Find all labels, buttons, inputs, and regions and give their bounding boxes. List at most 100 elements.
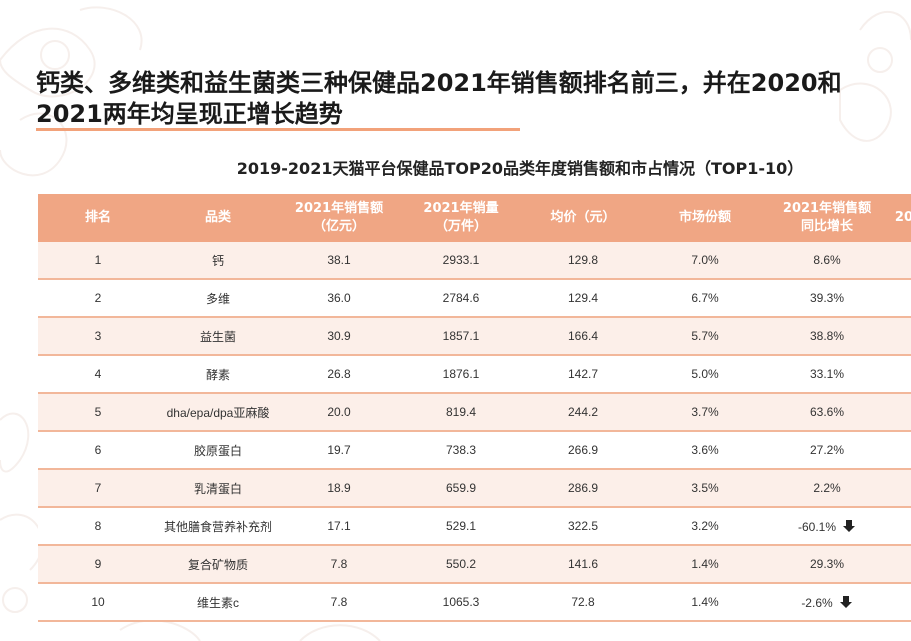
market-share-cell: 1.4% <box>644 583 766 622</box>
column-header-line: 排名 <box>84 210 111 225</box>
market-share-cell: 3.5% <box>644 469 766 508</box>
sales-cell: 36.0 <box>278 279 400 318</box>
category-cell: 其他膳食营养补充剂 <box>158 507 278 546</box>
column-header: 品类 <box>158 194 278 242</box>
category-cell: 钙 <box>158 242 278 280</box>
headline-underline <box>36 128 520 131</box>
category-cell-value: 益生菌 <box>199 329 236 344</box>
category-cell-value: 钙 <box>211 253 224 268</box>
sales-cell-value: 18.9 <box>327 481 351 495</box>
market-share-cell-value: 5.0% <box>691 367 719 381</box>
sales-cell: 26.8 <box>278 355 400 394</box>
avg-price-cell: 322.5 <box>522 507 644 546</box>
market-share-cell: 1.4% <box>644 545 766 584</box>
sales-table: 排名 品类 2021年销售额 （亿元） 2021年销量 （万件） 均价（元） 市场份额 2021… <box>38 194 911 622</box>
growth-cell-value: -2.6% <box>801 595 833 610</box>
avg-price-cell: 142.7 <box>522 355 644 394</box>
rank-cell: 3 <box>38 317 158 356</box>
down-arrow-icon <box>843 519 856 532</box>
table-row: 4 酵素 26.8 1876.1 142.7 5.0% 33.1% <box>38 355 911 394</box>
market-share-cell: 3.6% <box>644 431 766 470</box>
table-row: 7 乳清蛋白 18.9 659.9 286.9 3.5% 2.2% <box>38 469 911 508</box>
growth-cell: 38.8% <box>766 317 888 356</box>
rank-cell: 9 <box>38 545 158 584</box>
growth-cell: 27.2% <box>766 431 888 470</box>
rank-cell-value: 5 <box>94 405 102 419</box>
clipped-column-cell <box>888 242 911 280</box>
clipped-column-cell <box>888 393 911 432</box>
growth-cell: 8.6% <box>766 242 888 280</box>
growth-cell-value: -60.1% <box>797 519 837 534</box>
avg-price-cell: 166.4 <box>522 317 644 356</box>
table-row: 6 胶原蛋白 19.7 738.3 266.9 3.6% 27.2% <box>38 431 911 470</box>
avg-price-cell-value: 266.9 <box>567 443 599 457</box>
rank-cell: 10 <box>38 583 158 622</box>
headline-line-2: 2021两年均呈现正增长趋势 <box>36 100 343 128</box>
volume-cell-value: 2784.6 <box>442 291 480 305</box>
volume-cell-value: 819.4 <box>445 405 477 419</box>
sales-cell-value: 20.0 <box>327 405 351 419</box>
clipped-column-cell <box>888 545 911 584</box>
category-cell-value: 其他膳食营养补充剂 <box>163 519 272 534</box>
category-cell: 酵素 <box>158 355 278 394</box>
column-header-line: 市场份额 <box>678 210 731 225</box>
category-cell-value: 维生素c <box>196 595 239 610</box>
sales-cell: 19.7 <box>278 431 400 470</box>
avg-price-cell-value: 129.8 <box>567 253 599 267</box>
rank-cell-value: 6 <box>94 443 102 457</box>
growth-cell-value: 38.8% <box>809 329 845 343</box>
growth-cell: 39.3% <box>766 279 888 318</box>
rank-cell-value: 8 <box>94 519 102 533</box>
growth-cell: -60.1% <box>766 507 888 546</box>
volume-cell-value: 738.3 <box>445 443 477 457</box>
market-share-cell-value: 5.7% <box>691 329 719 343</box>
market-share-cell: 5.0% <box>644 355 766 394</box>
table-row: 10 维生素c 7.8 1065.3 72.8 1.4% -2.6% <box>38 583 911 622</box>
column-header: 排名 <box>38 194 158 242</box>
growth-cell-value: 8.6% <box>813 253 841 267</box>
sales-cell-value: 17.1 <box>327 519 351 533</box>
volume-cell-value: 2933.1 <box>442 253 480 267</box>
avg-price-cell: 266.9 <box>522 431 644 470</box>
volume-cell: 738.3 <box>400 431 522 470</box>
clipped-column-cell <box>888 431 911 470</box>
market-share-cell: 7.0% <box>644 242 766 280</box>
column-header-line: （万件） <box>434 219 487 234</box>
market-share-cell-value: 7.0% <box>691 253 719 267</box>
growth-cell: -2.6% <box>766 583 888 622</box>
clipped-column-cell <box>888 279 911 318</box>
growth-cell-value: 27.2% <box>809 443 845 457</box>
growth-cell-value: 29.3% <box>809 557 845 571</box>
table-title: 2019-2021天猫平台保健品TOP20品类年度销售额和市占情况（TOP1-1… <box>236 159 804 178</box>
volume-cell-value: 550.2 <box>445 557 477 571</box>
sales-cell: 30.9 <box>278 317 400 356</box>
growth-cell: 63.6% <box>766 393 888 432</box>
clipped-column-cell <box>888 507 911 546</box>
volume-cell-value: 659.9 <box>445 481 477 495</box>
volume-cell: 2933.1 <box>400 242 522 280</box>
column-header: 2020 <box>888 194 911 242</box>
market-share-cell-value: 3.5% <box>691 481 719 495</box>
growth-cell-value: 2.2% <box>813 481 841 495</box>
rank-cell-value: 1 <box>94 253 102 267</box>
avg-price-cell-value: 244.2 <box>567 405 599 419</box>
clipped-column-cell <box>888 317 911 356</box>
column-header-line: 同比增长 <box>800 219 853 234</box>
table-row: 9 复合矿物质 7.8 550.2 141.6 1.4% 29.3% <box>38 545 911 584</box>
rank-cell-value: 4 <box>94 367 102 381</box>
market-share-cell: 3.7% <box>644 393 766 432</box>
category-cell: 多维 <box>158 279 278 318</box>
category-cell-value: 复合矿物质 <box>187 557 248 572</box>
category-cell-value: 多维 <box>205 291 230 306</box>
volume-cell: 1876.1 <box>400 355 522 394</box>
table-body: 1 钙 38.1 2933.1 129.8 7.0% 8.6% 2 多维 36.0 2784.6 12… <box>38 242 911 622</box>
growth-cell: 29.3% <box>766 545 888 584</box>
table-header: 排名 品类 2021年销售额 （亿元） 2021年销量 （万件） 均价（元） 市场份额 2021… <box>38 194 911 242</box>
rank-cell-value: 10 <box>91 595 105 609</box>
column-header-line: 2020 <box>894 210 911 225</box>
sales-cell: 17.1 <box>278 507 400 546</box>
rank-cell: 4 <box>38 355 158 394</box>
volume-cell: 1065.3 <box>400 583 522 622</box>
category-cell: 复合矿物质 <box>158 545 278 584</box>
rank-cell: 2 <box>38 279 158 318</box>
